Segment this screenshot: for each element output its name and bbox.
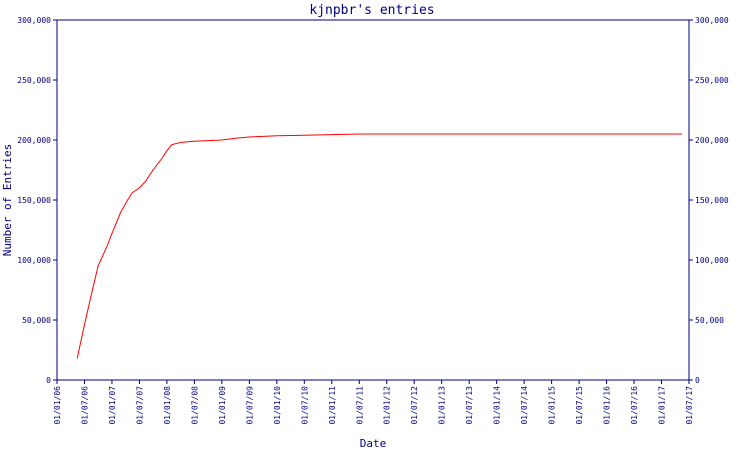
y-tick-label-right: 300,000 — [695, 16, 729, 25]
x-tick-label: 01/01/15 — [548, 386, 557, 425]
y-tick-label-left: 250,000 — [17, 76, 51, 85]
y-tick-label-left: 150,000 — [17, 196, 51, 205]
x-tick-label: 01/07/08 — [190, 386, 199, 425]
x-axis: 01/01/06 01/07/06 01/01/07 01/07/07 01/01/08… — [53, 380, 694, 425]
x-tick-label: 01/01/17 — [658, 386, 667, 425]
x-tick-label: 01/01/09 — [218, 386, 227, 425]
y-tick-label-right: 50,000 — [695, 316, 724, 325]
y-tick-label-right: 150,000 — [695, 196, 729, 205]
y-tick-label-left: 0 — [46, 376, 51, 385]
x-tick-label: 01/07/06 — [80, 386, 89, 425]
x-tick-label: 01/01/07 — [108, 386, 117, 425]
y-axis-left: 0 50,000 100,000 150,000 200,000 250,000 300,0… — [17, 16, 57, 385]
x-tick-label: 01/07/14 — [520, 386, 529, 425]
x-tick-label: 01/07/17 — [685, 386, 694, 425]
x-tick-label: 01/01/11 — [328, 386, 337, 425]
series-line — [76, 133, 682, 359]
chart-title: kjnpbr's entries — [309, 3, 434, 18]
y-tick-label-left: 300,000 — [17, 16, 51, 25]
y-tick-label-left: 100,000 — [17, 256, 51, 265]
x-tick-label: 01/07/11 — [355, 386, 364, 425]
x-tick-label: 01/07/12 — [410, 386, 419, 425]
x-tick-label: 01/01/12 — [383, 386, 392, 425]
y-axis-right: 0 50,000 100,000 150,000 200,000 250,000 300,0… — [689, 16, 729, 385]
x-tick-label: 01/07/15 — [575, 386, 584, 425]
y-tick-label-left: 50,000 — [22, 316, 51, 325]
x-tick-label: 01/01/16 — [603, 386, 612, 425]
x-tick-label: 01/01/10 — [273, 386, 282, 425]
y-tick-label-right: 250,000 — [695, 76, 729, 85]
x-axis-label: Date — [360, 437, 387, 450]
x-tick-label: 01/07/10 — [300, 386, 309, 425]
x-tick-label: 01/07/07 — [135, 386, 144, 425]
x-tick-label: 01/01/06 — [53, 386, 62, 425]
y-axis-label: Number of Entries — [1, 144, 14, 257]
plot-area — [56, 19, 690, 381]
x-tick-label: 01/07/09 — [245, 386, 254, 425]
x-tick-label: 01/07/13 — [465, 386, 474, 425]
x-tick-label: 01/01/13 — [438, 386, 447, 425]
y-tick-label-right: 0 — [695, 376, 700, 385]
x-tick-label: 01/07/16 — [630, 386, 639, 425]
y-tick-label-right: 200,000 — [695, 136, 729, 145]
x-tick-label: 01/01/14 — [493, 386, 502, 425]
x-tick-label: 01/01/08 — [163, 386, 172, 425]
y-tick-label-right: 100,000 — [695, 256, 729, 265]
y-tick-label-left: 200,000 — [17, 136, 51, 145]
